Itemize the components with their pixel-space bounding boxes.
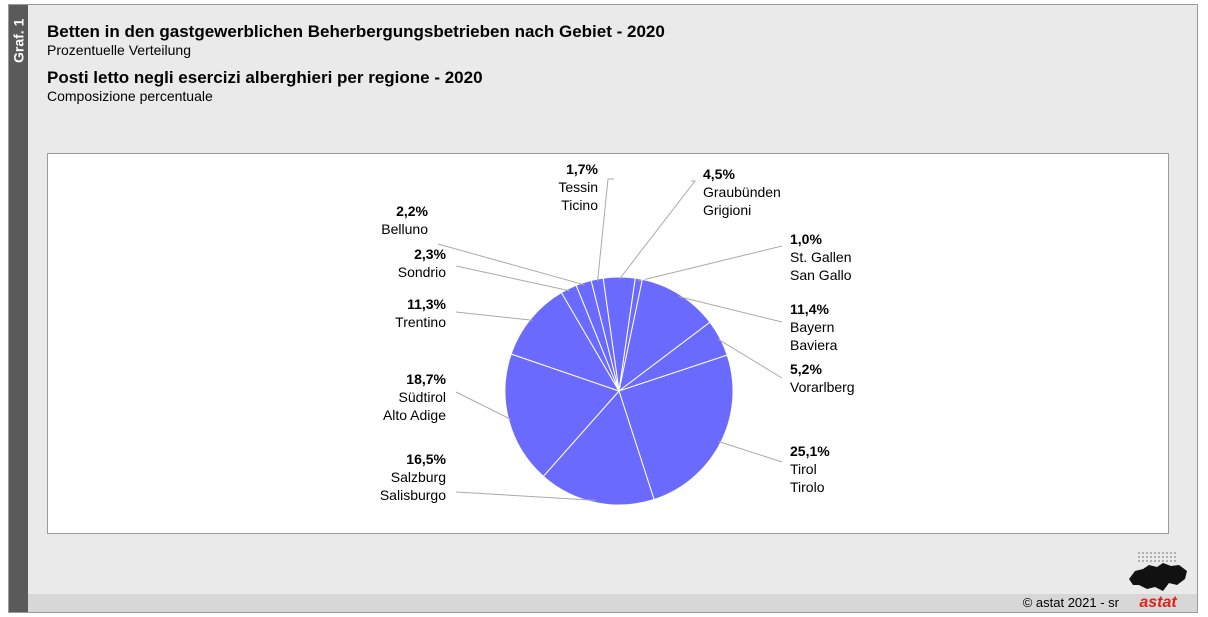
slice-name-label: Ticino xyxy=(561,197,598,213)
slice-percent-label: 2,3% xyxy=(414,246,446,262)
chart-title-de: Betten in den gastgewerblichen Beherberg… xyxy=(47,22,665,41)
pie-slice xyxy=(504,353,620,478)
pie-slice xyxy=(510,291,621,392)
slice-name-label: San Gallo xyxy=(790,267,852,283)
slice-name-label: Tirol xyxy=(790,461,817,477)
slice-name-label: Graubünden xyxy=(703,184,781,200)
pie-chart: 4,5% Graubünden Grigioni 1,0% St. Gallen San … xyxy=(380,161,855,506)
slice-name-label: Südtirol xyxy=(399,389,446,405)
leader-line xyxy=(455,311,533,321)
slice-percent-label: 1,0% xyxy=(790,231,822,247)
slice-name-label: Tessin xyxy=(558,179,598,195)
leader-line xyxy=(437,243,585,286)
astat-logo: astat xyxy=(1125,549,1191,611)
titles: Betten in den gastgewerblichen Beherberg… xyxy=(47,22,665,105)
slice-percent-label: 1,7% xyxy=(566,161,598,177)
slice-percent-label: 16,5% xyxy=(406,451,446,467)
slice-percent-label: 4,5% xyxy=(703,166,735,182)
slice-name-label: Belluno xyxy=(381,221,428,237)
slice-name-label: Salzburg xyxy=(391,469,446,485)
slice-percent-label: 2,2% xyxy=(396,203,428,219)
chart-subtitle-it: Composizione percentuale xyxy=(47,88,213,104)
leader-line xyxy=(638,245,783,282)
chart-title-it: Posti letto negli esercizi alberghieri p… xyxy=(47,68,483,87)
leader-line xyxy=(678,296,783,323)
slice-percent-label: 5,2% xyxy=(790,361,822,377)
chart-frame: Graf. 1 Betten in den gastgewerblichen B… xyxy=(8,4,1198,613)
pie-slice xyxy=(542,390,655,506)
slice-name-label: Bayern xyxy=(790,319,834,335)
leader-line xyxy=(717,338,783,379)
slice-name-label: St. Gallen xyxy=(790,249,851,265)
pie-slice xyxy=(590,277,620,392)
leader-line xyxy=(718,441,783,463)
region-map-icon xyxy=(1129,552,1187,591)
leader-line xyxy=(597,178,614,282)
footer-bar xyxy=(28,594,1197,612)
slice-percent-label: 25,1% xyxy=(790,443,830,459)
slice-name-label: Salisburgo xyxy=(380,487,446,503)
leader-line xyxy=(618,180,697,280)
slice-percent-label: 11,4% xyxy=(790,301,829,317)
side-strip: Graf. 1 xyxy=(9,5,28,612)
pie-slice xyxy=(618,278,711,393)
slice-name-label: Trentino xyxy=(395,314,446,330)
slice-name-label: Grigioni xyxy=(703,202,751,218)
chart-subtitle-de: Prozentuelle Verteilung xyxy=(47,42,191,58)
slice-name-label: Vorarlberg xyxy=(790,379,855,395)
slice-name-label: Sondrio xyxy=(398,264,446,280)
slice-name-label: Baviera xyxy=(790,337,838,353)
leader-line xyxy=(455,391,512,420)
figure-number: Graf. 1 xyxy=(10,18,27,64)
slice-name-label: Alto Adige xyxy=(383,407,446,423)
leader-line xyxy=(455,265,570,292)
slice-percent-label: 11,3% xyxy=(407,296,446,312)
copyright-text: © astat 2021 - sr xyxy=(1022,595,1119,610)
slice-percent-label: 18,7% xyxy=(406,371,446,387)
plot-area: 4,5% Graubünden Grigioni 1,0% St. Gallen San … xyxy=(47,153,1169,534)
logo-wordmark: astat xyxy=(1139,594,1177,611)
slice-name-label: Tirolo xyxy=(790,479,825,495)
leader-line xyxy=(455,491,597,501)
